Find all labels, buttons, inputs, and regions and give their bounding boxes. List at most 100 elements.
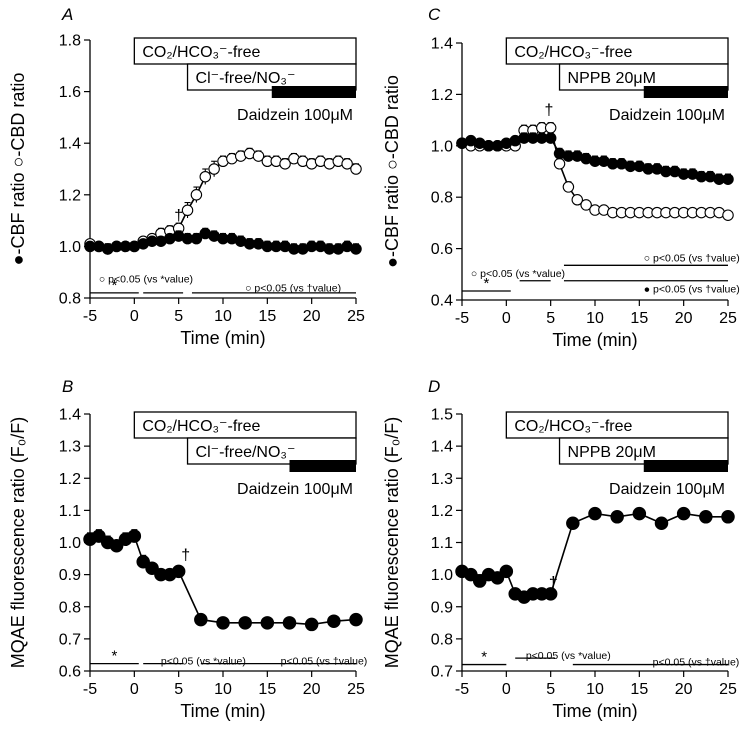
data-point <box>349 612 363 627</box>
x-tick-label: 5 <box>546 681 555 698</box>
significance-note: p<0.05 (vs *value) <box>161 655 246 667</box>
data-point <box>722 209 734 221</box>
series-line <box>461 512 728 598</box>
data-point <box>699 510 713 524</box>
panel-letter: A <box>61 5 73 24</box>
x-axis-label: Time (min) <box>180 701 265 721</box>
data-point <box>260 616 275 630</box>
treatment-bar <box>289 460 356 472</box>
x-tick-label: 20 <box>303 681 321 698</box>
significance-note: ● p<0.05 (vs †value) <box>644 283 740 295</box>
treatment-bar <box>643 460 728 472</box>
data-point <box>181 204 194 217</box>
treatment-label: NPPB 20μM <box>568 70 656 87</box>
treatment-box <box>133 37 357 65</box>
x-tick-label: 15 <box>258 681 276 698</box>
data-point <box>208 163 220 175</box>
data-point <box>588 506 602 521</box>
y-tick-label: 1.0 <box>59 535 81 552</box>
y-tick-label: 1.3 <box>431 471 453 488</box>
y-tick-label: 1.4 <box>431 36 453 53</box>
panel-letter: D <box>428 377 440 396</box>
y-tick-label: 0.4 <box>431 293 453 310</box>
x-tick-label: -5 <box>455 681 469 698</box>
significance-note: p<0.05 (vs †value) <box>653 656 740 668</box>
treatment-label: NPPB 20μM <box>568 444 656 461</box>
significance-star: * <box>111 648 117 665</box>
chart-panel-c: 0.4 0.6 0.8 1.0 1.2 1.4 -5 0 5 10 15 20 25 Time (min)… <box>382 5 740 350</box>
treatment-label: Daidzein 100μM <box>237 481 353 498</box>
treatment-label: Cl⁻-free/NO₃⁻ <box>196 444 296 461</box>
dagger-mark: † <box>174 208 183 225</box>
y-tick-label: 1.8 <box>59 33 81 50</box>
data-point <box>190 189 203 201</box>
y-tick-label: 1.0 <box>431 138 453 155</box>
treatment-label: CO₂/HCO₃⁻-free <box>142 418 260 435</box>
series-cbf <box>456 132 734 185</box>
x-tick-label: 5 <box>546 310 555 327</box>
treatment-box <box>186 437 357 465</box>
y-tick-label: 1.2 <box>431 87 453 104</box>
treatment-box <box>133 411 357 439</box>
y-tick-label: 1.0 <box>431 567 453 584</box>
y-tick-label: 1.6 <box>59 84 81 101</box>
treatment-box <box>505 411 729 439</box>
y-axis-label: MQAE fluorescence ratio (F₀/F) <box>8 417 28 669</box>
x-tick-label: -5 <box>83 308 97 325</box>
x-tick-label: 5 <box>174 308 183 325</box>
treatment-label: Daidzein 100μM <box>237 107 353 124</box>
data-point <box>304 617 319 632</box>
treatment-label: Daidzein 100μM <box>609 481 725 498</box>
y-axis-label: ●-CBF ratio ○-CBD ratio <box>382 75 402 268</box>
treatment-box <box>505 37 729 65</box>
x-tick-label: 15 <box>630 310 648 327</box>
y-tick-label: 0.8 <box>431 190 453 207</box>
data-point <box>171 564 186 579</box>
x-tick-label: 10 <box>586 310 604 327</box>
significance-star: * <box>483 275 489 292</box>
treatment-label: CO₂/HCO₃⁻-free <box>514 44 632 61</box>
x-tick-label: 10 <box>214 681 232 698</box>
y-tick-label: 0.7 <box>59 631 81 648</box>
y-tick-label: 1.4 <box>431 439 453 456</box>
data-point <box>676 506 691 521</box>
chart-panel-d: 0.7 0.8 0.9 1.0 1.1 1.2 1.3 1.4 1.5 -5 0 5 10 15 20 25 T… <box>382 377 739 721</box>
y-tick-label: 1.4 <box>59 407 81 424</box>
y-tick-label: 0.6 <box>431 241 453 258</box>
x-tick-label: 0 <box>502 310 511 327</box>
treatment-box <box>558 437 729 465</box>
y-tick-label: 1.2 <box>59 471 81 488</box>
data-point <box>722 173 734 185</box>
x-tick-label: -5 <box>83 681 97 698</box>
x-tick-label: 5 <box>174 681 183 698</box>
data-point <box>238 616 252 630</box>
x-tick-label: 25 <box>347 681 365 698</box>
x-axis-label: Time (min) <box>180 328 265 348</box>
significance-star: * <box>111 277 117 294</box>
data-point <box>499 564 514 579</box>
data-point <box>544 132 557 144</box>
x-tick-label: 0 <box>130 681 139 698</box>
data-point <box>580 199 592 211</box>
x-tick-label: 0 <box>502 681 511 698</box>
data-point <box>279 158 291 170</box>
x-tick-label: 15 <box>258 308 276 325</box>
treatment-label: Daidzein 100μM <box>609 107 725 124</box>
y-tick-label: 0.9 <box>59 567 81 584</box>
dagger-mark: † <box>544 102 553 119</box>
data-point <box>350 163 362 175</box>
data-point <box>544 122 557 134</box>
x-tick-label: 10 <box>214 308 232 325</box>
data-point <box>721 510 735 524</box>
treatment-bar <box>271 86 356 98</box>
treatment-box <box>186 63 357 91</box>
significance-note: p<0.05 (vs *value) <box>526 650 611 662</box>
series-line <box>89 535 357 626</box>
data-point <box>562 181 575 193</box>
data-point <box>610 510 624 524</box>
data-point <box>632 506 647 521</box>
y-tick-label: 1.5 <box>431 407 453 424</box>
data-point <box>553 158 566 170</box>
x-tick-label: 15 <box>630 681 648 698</box>
data-point <box>216 616 230 630</box>
